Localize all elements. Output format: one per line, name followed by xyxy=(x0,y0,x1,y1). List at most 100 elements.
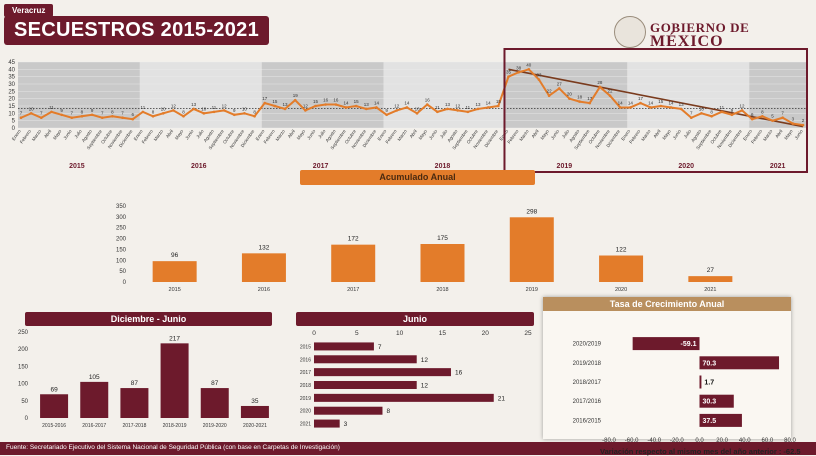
data-label: 10 xyxy=(161,106,167,111)
data-label: 17 xyxy=(638,96,644,101)
y-tick-label: 50 xyxy=(21,399,28,405)
bar xyxy=(152,261,197,282)
data-label: 15 xyxy=(313,99,319,104)
data-point xyxy=(141,110,145,114)
bar xyxy=(699,413,742,427)
data-label: 10 xyxy=(242,106,248,111)
data-point xyxy=(50,110,53,114)
data-label: 12 xyxy=(455,103,461,108)
value-label: 87 xyxy=(131,380,139,387)
logo-line2: MÉXICO xyxy=(650,33,724,50)
x-tick-label: 5 xyxy=(355,330,359,337)
data-point xyxy=(263,101,267,105)
category-label: 2019-2020 xyxy=(203,423,227,429)
y-tick-label: 100 xyxy=(116,258,127,264)
x-tick-label: 60.0 xyxy=(762,438,774,443)
month-label: Mayo xyxy=(296,128,307,140)
growth-chart-title: Tasa de Crecimiento Anual xyxy=(543,297,791,311)
y-tick-label: 30 xyxy=(8,82,15,88)
month-label: Junio xyxy=(184,128,195,140)
y-tick-label: 200 xyxy=(18,347,29,353)
data-point xyxy=(172,109,175,112)
category-label: 2016 xyxy=(258,287,270,293)
dec-jun-chart-title: Diciembre - Junio xyxy=(25,312,272,326)
value-label: 132 xyxy=(258,244,269,251)
data-label: 14 xyxy=(648,100,654,105)
month-label: Junio xyxy=(62,128,73,140)
y-tick-label: 0 xyxy=(123,280,127,286)
data-label: 3 xyxy=(792,117,795,122)
y-tick-label: 45 xyxy=(8,60,15,66)
y-tick-label: 250 xyxy=(116,226,127,232)
value-label: 12 xyxy=(421,383,429,390)
data-point xyxy=(151,114,155,118)
data-label: 18 xyxy=(577,95,583,100)
y-tick-label: 20 xyxy=(8,97,15,103)
month-label: Enero xyxy=(742,128,753,141)
month-label: Febrero xyxy=(628,128,641,144)
data-label: 33 xyxy=(536,73,542,78)
bar xyxy=(688,276,733,282)
month-label: Marzo xyxy=(275,128,287,142)
month-label: Marzo xyxy=(31,128,43,142)
month-label: Junio xyxy=(672,128,683,140)
coat-of-arms-icon xyxy=(614,16,646,48)
data-label: 13 xyxy=(364,102,370,107)
data-label: 11 xyxy=(719,105,724,110)
bar xyxy=(420,244,465,282)
value-label: 30.3 xyxy=(703,399,717,406)
data-label: 6 xyxy=(751,112,754,117)
data-point xyxy=(375,106,378,109)
data-point xyxy=(456,109,460,112)
month-label: Abril xyxy=(531,129,540,139)
x-tick-label: 25 xyxy=(524,330,532,337)
y-tick-label: 15 xyxy=(8,104,15,110)
category-label: 2018 xyxy=(300,383,311,389)
data-point xyxy=(364,107,368,111)
year-label: 2017 xyxy=(313,163,329,170)
y-tick-label: 10 xyxy=(8,111,15,117)
value-label: -59.1 xyxy=(681,341,697,348)
data-label: 10 xyxy=(699,106,705,111)
year-label: 2018 xyxy=(435,163,451,170)
data-point xyxy=(283,107,287,111)
dec-jun-bar-chart: 0 50 100 150 200 250 69 2015-2016 105 2016-2017 87… xyxy=(18,330,269,429)
data-label: 13 xyxy=(283,102,289,107)
month-label: Febrero xyxy=(750,128,763,144)
month-label: Enero xyxy=(620,128,631,141)
data-point xyxy=(314,104,317,108)
bar xyxy=(200,388,229,418)
data-label: 11 xyxy=(141,105,146,110)
bar xyxy=(331,244,376,282)
value-label: 16 xyxy=(455,370,463,377)
month-label: Abril xyxy=(165,129,174,139)
data-label: 11 xyxy=(212,105,217,110)
month-label: Marzo xyxy=(153,128,165,142)
data-label: 8 xyxy=(761,109,764,114)
year-band xyxy=(261,62,384,128)
value-label: 87 xyxy=(211,380,219,387)
data-point xyxy=(689,116,693,120)
category-label: 2019 xyxy=(526,287,538,293)
data-label: 6 xyxy=(131,112,134,117)
data-label: 13 xyxy=(191,102,197,107)
variation-text: Variación respecto al mismo mes del año … xyxy=(600,447,801,456)
month-label: Julio xyxy=(195,128,205,139)
value-label: 69 xyxy=(50,386,58,393)
data-label: 10 xyxy=(201,106,207,111)
data-point xyxy=(111,114,114,118)
data-label: 22 xyxy=(608,89,614,94)
source-text: Fuente: Secretariado Ejecutivo del Siste… xyxy=(6,444,340,451)
data-point xyxy=(29,112,33,115)
data-point xyxy=(60,113,63,117)
y-tick-label: 35 xyxy=(8,75,15,81)
month-label: Abril xyxy=(409,129,418,139)
data-point xyxy=(324,103,327,106)
category-label: 2020-2021 xyxy=(243,423,267,429)
data-point xyxy=(436,110,439,114)
data-label: 8 xyxy=(710,109,713,114)
logo-line1: GOBIERNO DE xyxy=(650,20,750,35)
bar xyxy=(509,217,554,282)
growth-bar-chart: 2020/2019 -59.1 2019/2018 70.3 2018/2017 1.7 2… xyxy=(573,337,796,443)
data-label: 14 xyxy=(404,100,410,105)
